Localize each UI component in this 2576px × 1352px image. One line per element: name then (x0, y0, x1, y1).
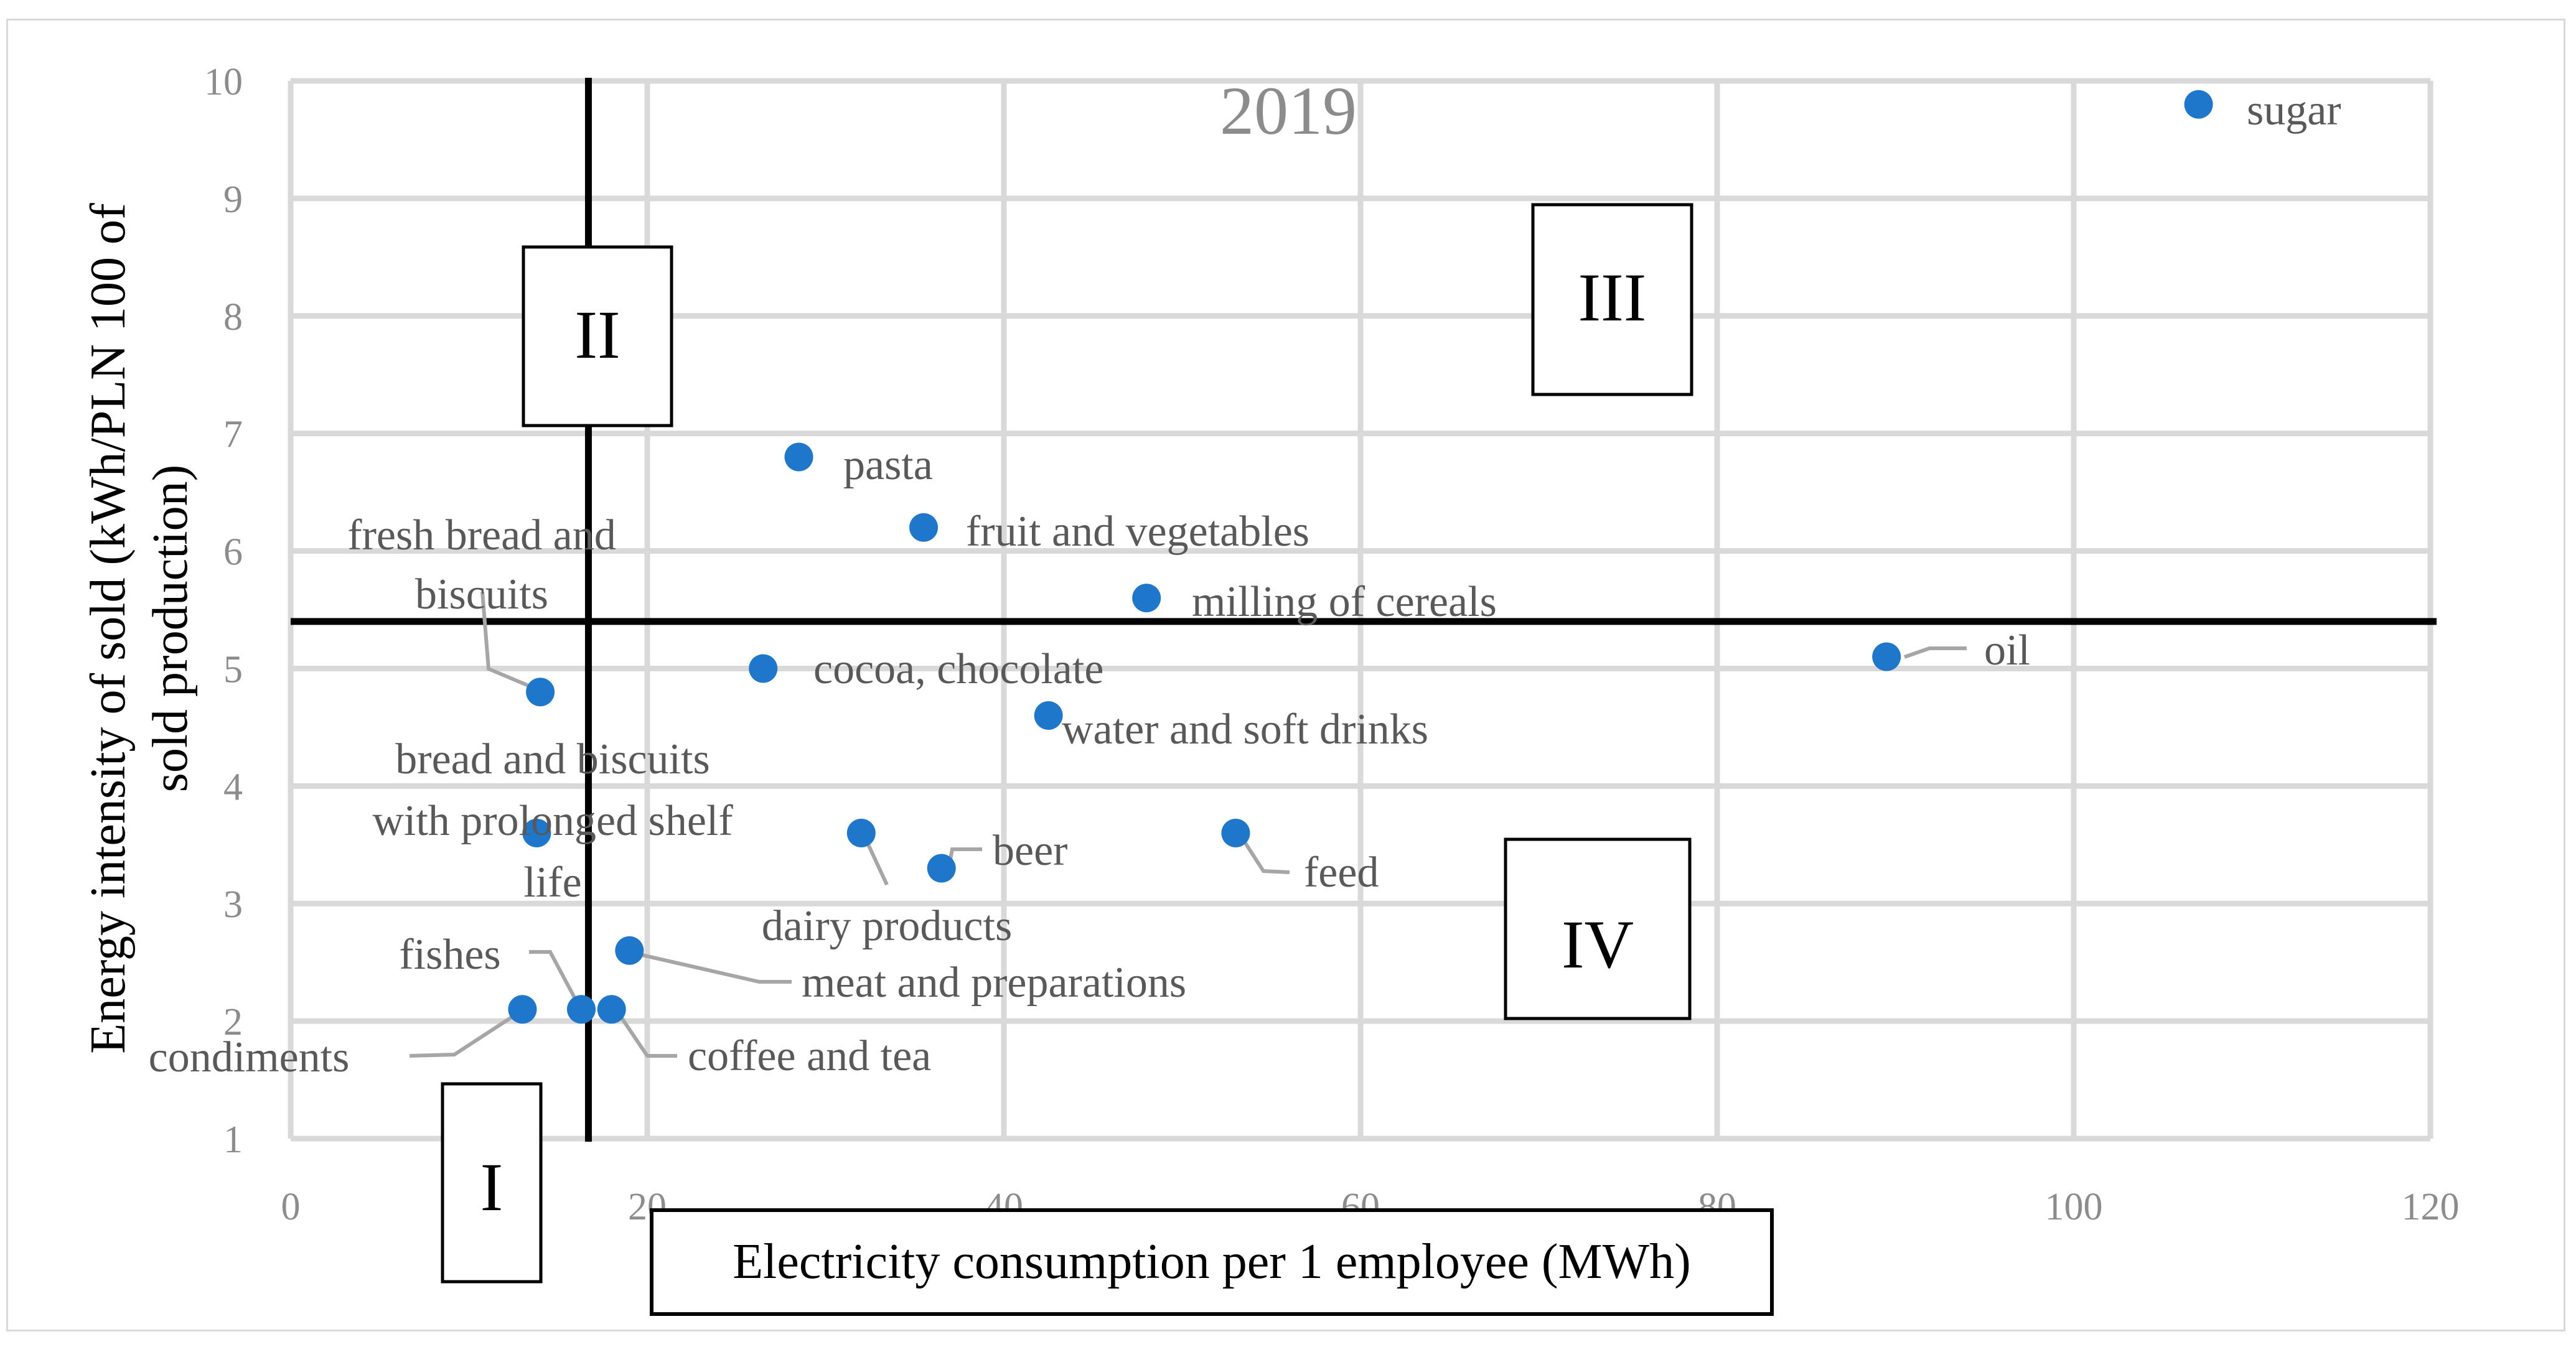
point-coffee-and-tea (597, 995, 626, 1024)
point-beer (927, 854, 956, 883)
x-tick-100: 100 (2045, 1186, 2103, 1228)
point-bread-and-biscuits-with-prolonged-shelf-life (522, 818, 551, 847)
leader-coffee-and-tea (613, 1007, 677, 1058)
point-feed (1221, 818, 1250, 847)
x-axis-title: Electricity consumption per 1 employee (… (650, 1208, 1774, 1316)
label-meat-and-preparations: meat and preparations (802, 959, 1186, 1007)
quadrant-box-III (1531, 203, 1693, 396)
point-water-and-soft-drinks (1034, 701, 1063, 730)
point-oil (1872, 642, 1901, 671)
quadrant-box-IV (1504, 837, 1692, 1020)
y-tick-2: 2 (223, 1001, 243, 1043)
point-labels: sugar pasta fruit and vegetables milling of… (149, 86, 2341, 1081)
point-milling-of-cereals (1132, 584, 1161, 613)
quadrant-label-III: III (1578, 259, 1647, 335)
point-sugar (2184, 90, 2213, 119)
point-meat-and-preparations (615, 936, 644, 965)
y-tick-7: 7 (223, 414, 243, 456)
quadrant-label-I: I (480, 1149, 503, 1225)
point-fruit-and-vegetables (909, 513, 939, 542)
leader-feed (1237, 831, 1290, 874)
point-pasta (784, 442, 813, 472)
quadrant-box-II (522, 245, 673, 427)
point-dairy-products (846, 818, 876, 847)
y-tick-5: 5 (223, 648, 243, 691)
label-coffee-and-tea: coffee and tea (688, 1032, 931, 1080)
label-cocoa-chocolate: cocoa, chocolate (813, 645, 1103, 693)
point-fresh-bread-and-biscuits (526, 678, 555, 707)
data-points (508, 90, 2213, 1024)
y-axis-title: Energy intensity of sold (kWh/PLN 100 of… (81, 203, 198, 1054)
label-sugar: sugar (2247, 86, 2341, 134)
point-fishes (566, 995, 596, 1024)
leader-oil (1904, 646, 1967, 659)
y-tick-10: 10 (204, 61, 243, 103)
quadrant-box-I (441, 1082, 543, 1284)
x-tick-0: 0 (281, 1186, 301, 1228)
chart-title: 2019 (1220, 73, 1357, 149)
point-condiments (508, 995, 537, 1024)
label-feed: feed (1304, 849, 1379, 897)
leader-lines (409, 591, 1967, 1058)
quadrant-label-II: II (574, 297, 620, 373)
grid (288, 78, 2433, 1142)
point-cocoa-chocolate (749, 654, 778, 683)
y-tick-8: 8 (223, 296, 243, 338)
y-tick-4: 4 (223, 766, 243, 808)
label-milling-of-cereals: milling of cereals (1192, 578, 1497, 626)
label-water-and-soft-drinks: water and soft drinks (1062, 706, 1428, 753)
label-fresh-bread-and-biscuits: fresh bread and biscuits (347, 511, 616, 618)
label-bread-and-biscuits-with-prolonged-shelf-life: bread and biscuits with prolonged shelf li… (372, 735, 733, 907)
quadrant-label-IV: IV (1562, 907, 1634, 982)
y-tick-3: 3 (223, 883, 243, 926)
y-tick-6: 6 (223, 531, 243, 574)
x-axis-title-box (650, 1208, 1774, 1316)
leader-fishes (529, 950, 582, 1009)
label-pasta: pasta (843, 441, 933, 489)
label-condiments: condiments (149, 1033, 350, 1081)
label-fruit-and-vegetables: fruit and vegetables (966, 508, 1309, 556)
y-axis-title-text: Energy intensity of sold (kWh/PLN 100 of… (81, 203, 198, 1054)
y-tick-1: 1 (223, 1119, 243, 1161)
leader-fresh-bread-and-biscuits (480, 591, 541, 692)
x-tick-120: 120 (2402, 1186, 2460, 1228)
chart-frame (6, 19, 2565, 1331)
y-tick-9: 9 (223, 179, 243, 221)
label-dairy-products: dairy products (762, 902, 1012, 950)
label-fishes: fishes (399, 931, 500, 979)
leader-condiments (409, 1006, 527, 1058)
leader-meat-and-preparations (628, 950, 792, 984)
label-oil: oil (1984, 627, 2030, 674)
x-axis-title-text: Electricity consumption per 1 employee (… (733, 1234, 1691, 1289)
label-beer: beer (993, 827, 1067, 875)
